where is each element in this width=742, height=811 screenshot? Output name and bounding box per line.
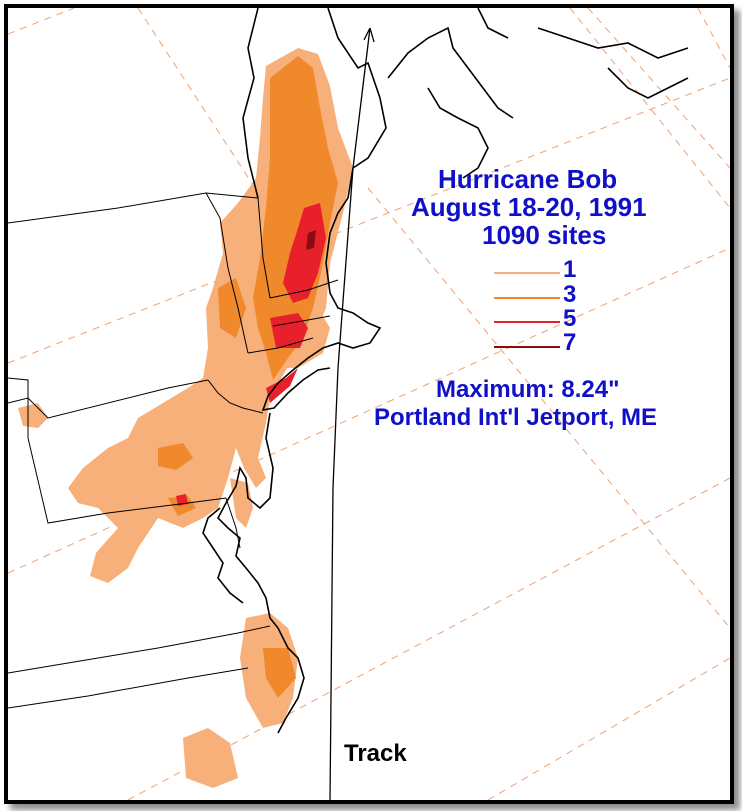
coastlines: [202, 8, 689, 734]
track-label: Track: [344, 740, 407, 767]
map-frame: Hurricane Bob August 18-20, 1991 1090 si…: [4, 4, 734, 804]
legend-swatch-3: [494, 297, 560, 299]
legend-swatch-1: [494, 272, 560, 274]
rainfall-map: [8, 8, 730, 800]
state-borders: [8, 192, 339, 709]
rainfall-3in: [158, 56, 338, 698]
storm-track: [329, 27, 375, 800]
legend-label-7: 7: [563, 329, 577, 356]
map-title: Hurricane Bob: [438, 164, 618, 194]
legend-swatch-7: [494, 346, 560, 348]
legend-label-3: 3: [563, 281, 577, 308]
legend-label-1: 1: [563, 256, 577, 283]
legend-label-5: 5: [563, 305, 577, 332]
rainfall-7in: [306, 230, 316, 250]
map-site-count: 1090 sites: [482, 220, 607, 250]
map-date-range: August 18-20, 1991: [411, 192, 647, 222]
maximum-location: Portland Int'l Jetport, ME: [374, 404, 658, 431]
legend-swatch-5: [494, 321, 560, 323]
maximum-value: Maximum: 8.24": [436, 376, 620, 403]
